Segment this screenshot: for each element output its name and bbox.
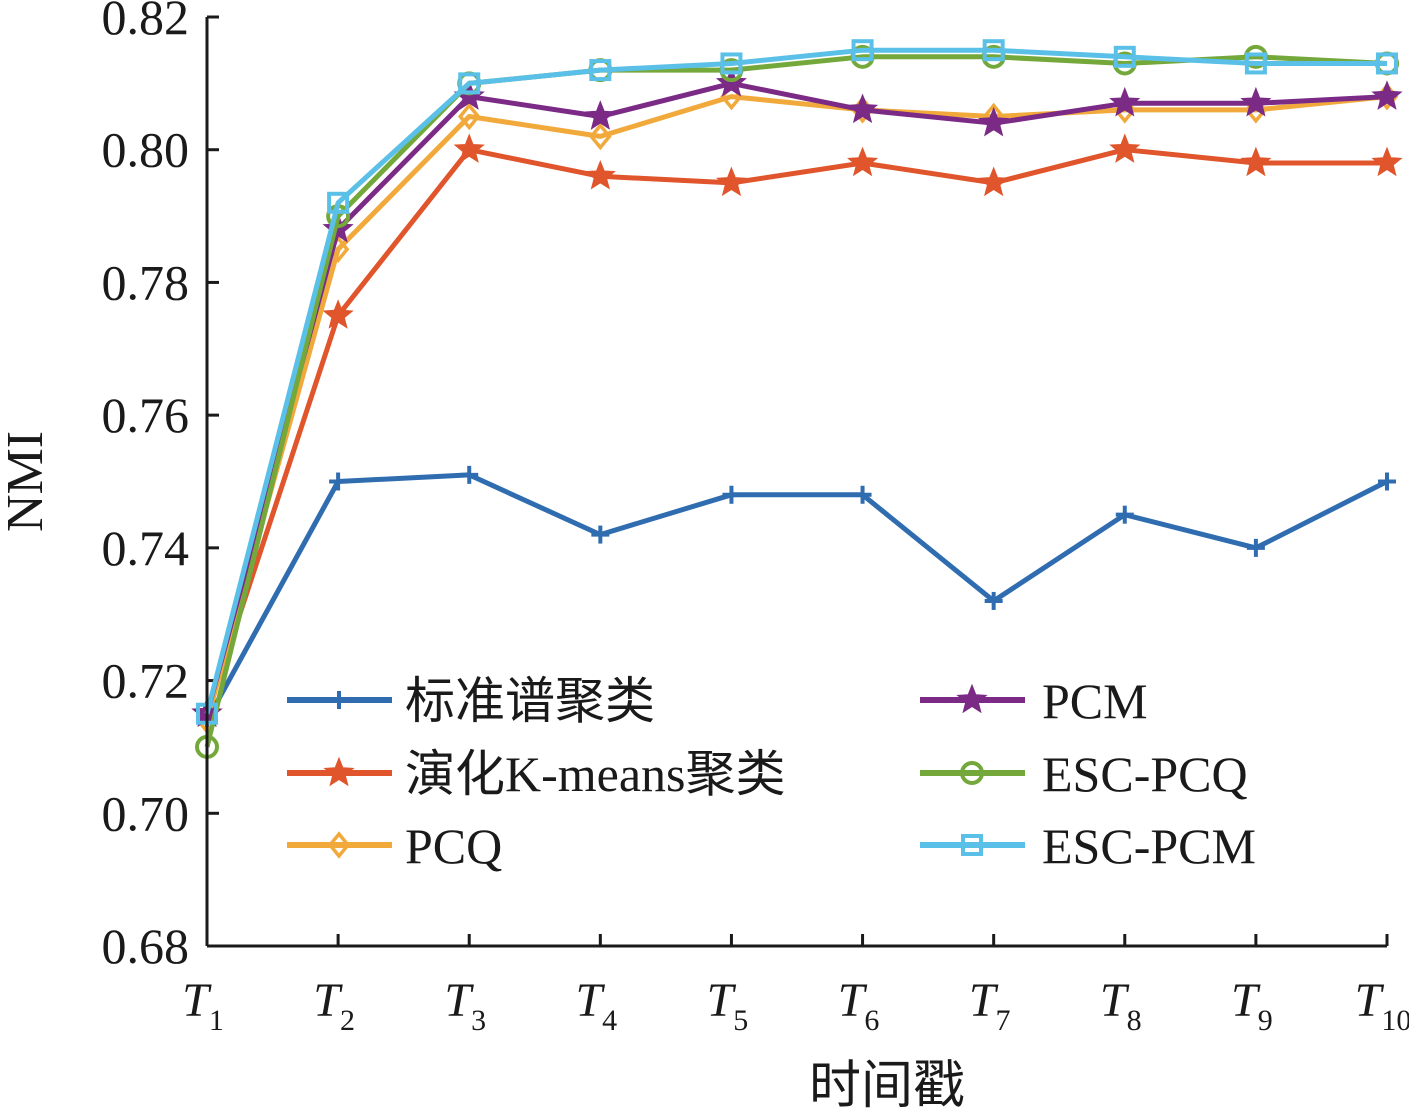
series-line <box>204 47 1387 715</box>
data-point <box>978 106 1010 137</box>
x-tick-label: T2 <box>313 974 355 1037</box>
data-point <box>847 146 879 177</box>
data-point <box>329 472 348 491</box>
legend-label: PCQ <box>405 818 502 874</box>
series-1 <box>198 465 1396 730</box>
legend-label: 标准谱聚类 <box>405 673 655 729</box>
series-line <box>204 80 1388 715</box>
y-tick-label: 0.72 <box>102 653 190 709</box>
data-point <box>715 166 747 197</box>
data-point <box>1371 146 1403 177</box>
y-axis-label: NMI <box>0 431 54 532</box>
data-point <box>984 591 1003 610</box>
series-5 <box>195 44 1399 759</box>
x-tick-label: T8 <box>1100 974 1142 1037</box>
y-tick-label: 0.74 <box>102 520 190 576</box>
x-tick-label: T3 <box>444 974 486 1037</box>
legend-marker <box>323 756 355 787</box>
data-point <box>1113 45 1136 68</box>
y-tick-label: 0.80 <box>102 122 190 178</box>
data-point <box>591 525 610 544</box>
legend-marker <box>961 834 983 856</box>
y-tick-label: 0.82 <box>102 0 190 45</box>
x-tick-label: T5 <box>707 974 749 1037</box>
data-point <box>1246 538 1265 557</box>
x-tick-label: T7 <box>969 974 1011 1037</box>
y-tick-label: 0.76 <box>102 387 190 443</box>
legend-marker <box>327 831 351 859</box>
legend-item: ESC-PCM <box>920 818 1256 874</box>
x-tick-label: T4 <box>575 974 617 1037</box>
legend-item: PCM <box>920 673 1148 729</box>
data-point <box>322 299 354 329</box>
legend-marker <box>960 761 984 785</box>
y-tick-label: 0.68 <box>102 918 190 974</box>
y-tick-label: 0.70 <box>102 785 190 841</box>
x-tick-label: T10 <box>1355 974 1409 1037</box>
y-tick-label: 0.78 <box>102 254 190 310</box>
legend-label: ESC-PCQ <box>1042 746 1248 802</box>
x-tick-label: T9 <box>1231 974 1273 1037</box>
data-point <box>1244 52 1267 75</box>
x-axis-ticks: T1 T2 T3 T4 T5 T6 T7 T8 T9 T10 <box>182 934 1409 1037</box>
data-point <box>1115 505 1134 524</box>
y-axis-ticks: 0.68 0.70 0.72 0.74 0.76 0.78 0.80 0.82 <box>102 0 219 974</box>
data-point <box>457 102 481 131</box>
data-point <box>589 122 612 151</box>
series-3 <box>195 82 1399 735</box>
data-point <box>1240 86 1272 117</box>
data-point <box>584 100 616 130</box>
data-point <box>1371 80 1403 110</box>
x-axis-label: 时间戳 <box>809 1058 965 1115</box>
data-point <box>453 133 485 163</box>
legend-marker <box>330 691 348 709</box>
data-point <box>851 39 874 62</box>
series-line <box>204 94 1388 722</box>
data-point <box>1109 133 1141 163</box>
data-point <box>1240 146 1272 177</box>
legend-item: ESC-PCQ <box>920 746 1248 802</box>
series-6 <box>196 39 1398 725</box>
data-point <box>1378 472 1396 491</box>
data-point <box>978 166 1010 197</box>
data-point <box>853 485 872 504</box>
series-line <box>204 472 1389 722</box>
legend-label: PCM <box>1042 673 1148 729</box>
data-point <box>1376 52 1398 75</box>
data-point <box>847 93 879 124</box>
data-point <box>720 52 743 75</box>
series-lines <box>191 39 1403 759</box>
data-point <box>584 159 616 190</box>
legend-item: 演化K-means聚类 <box>287 746 786 802</box>
series-line <box>204 147 1387 715</box>
legend-marker <box>956 683 988 714</box>
data-point <box>458 72 481 95</box>
legend-label: 演化K-means聚类 <box>405 746 786 802</box>
x-tick-label: T6 <box>838 974 880 1037</box>
data-point <box>460 465 479 484</box>
data-point <box>589 59 612 82</box>
series-2 <box>191 133 1403 728</box>
legend-label: ESC-PCM <box>1042 818 1256 874</box>
legend-item: 标准谱聚类 <box>287 673 655 729</box>
data-point <box>1109 86 1141 117</box>
data-point <box>722 485 741 504</box>
x-tick-label: T1 <box>182 974 224 1037</box>
data-point <box>982 39 1005 62</box>
legend-item: PCQ <box>287 818 502 874</box>
data-point <box>327 191 350 214</box>
